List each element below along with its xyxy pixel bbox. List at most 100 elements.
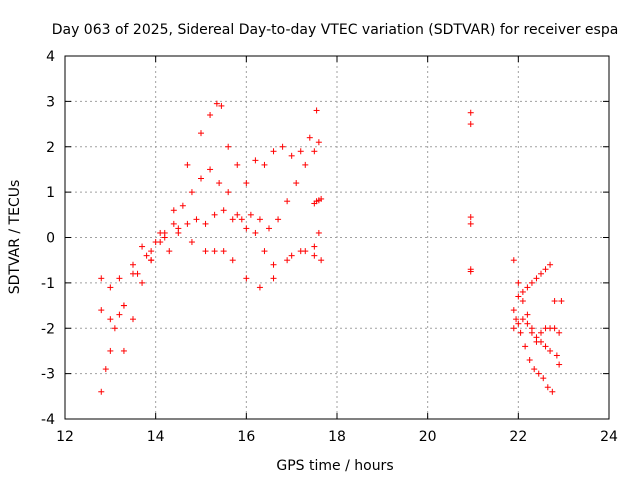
data-point (243, 225, 250, 232)
data-point (467, 214, 474, 221)
data-point (522, 343, 529, 350)
grid-lines (65, 56, 609, 419)
data-point (193, 216, 200, 223)
data-point (243, 275, 250, 282)
data-point (513, 316, 520, 323)
data-point (261, 248, 268, 255)
x-tick-label: 14 (147, 429, 165, 445)
data-point (311, 243, 318, 250)
data-point (252, 229, 259, 236)
data-point (542, 266, 549, 273)
data-point (311, 148, 318, 155)
data-point (130, 316, 136, 323)
data-point (261, 161, 268, 168)
data-point (148, 257, 155, 264)
x-tick-label: 24 (600, 429, 618, 445)
data-point (213, 100, 220, 107)
x-axis-label: GPS time / hours (276, 458, 393, 474)
data-point (556, 361, 563, 368)
data-point (202, 220, 209, 227)
data-point (519, 288, 526, 295)
data-point (275, 216, 282, 223)
y-tick-label: -4 (41, 412, 55, 428)
x-tick-label: 12 (56, 429, 74, 445)
data-point (515, 293, 522, 300)
data-point (198, 175, 204, 182)
data-point (270, 275, 277, 282)
data-point (540, 375, 547, 382)
chart-title: Day 063 of 2025, Sidereal Day-to-day VTE… (52, 22, 619, 38)
data-point (542, 343, 549, 350)
data-point (510, 307, 517, 314)
data-point (170, 207, 177, 214)
data-point (284, 257, 291, 264)
data-point (111, 325, 118, 332)
data-point (247, 211, 254, 218)
data-point (207, 111, 214, 118)
data-point (266, 225, 272, 232)
data-point (234, 161, 241, 168)
x-tick-labels: 12 14 16 18 20 22 24 (56, 429, 618, 445)
data-point (467, 268, 474, 275)
data-point (524, 311, 531, 318)
data-point (544, 384, 551, 391)
data-point (211, 248, 218, 255)
data-point (107, 316, 114, 323)
data-point (184, 161, 191, 168)
data-point (116, 311, 123, 318)
data-point (170, 220, 177, 227)
data-point (161, 229, 168, 236)
data-point (524, 284, 531, 291)
data-point (533, 338, 540, 345)
data-point (311, 252, 318, 259)
data-point (198, 130, 204, 137)
data-point (533, 275, 540, 282)
data-point (202, 248, 209, 255)
data-point (538, 270, 544, 277)
data-point (515, 320, 522, 327)
data-point (229, 257, 236, 264)
data-point (175, 225, 182, 232)
y-tick-labels: -4 -3 -2 -1 0 1 2 3 4 (41, 49, 55, 428)
data-point (120, 347, 127, 354)
y-tick-label: 2 (46, 140, 55, 156)
y-tick-label: -2 (41, 321, 55, 337)
data-point (220, 207, 227, 214)
data-point (188, 189, 195, 196)
data-point (467, 220, 474, 227)
data-point (547, 261, 554, 268)
data-point (526, 357, 533, 364)
data-point (152, 239, 159, 246)
x-tick-label: 22 (509, 429, 527, 445)
data-point (306, 134, 313, 141)
data-point (535, 370, 542, 377)
data-point (184, 220, 191, 227)
data-point (551, 325, 558, 332)
data-point (252, 157, 259, 164)
y-tick-label: 1 (46, 185, 55, 201)
data-point (143, 252, 150, 259)
data-point (225, 189, 232, 196)
y-tick-label: 3 (46, 94, 55, 110)
data-point (467, 121, 474, 128)
data-point (256, 216, 263, 223)
data-point (229, 216, 236, 223)
data-point (102, 366, 109, 373)
x-tick-label: 20 (419, 429, 437, 445)
data-point (130, 270, 136, 277)
data-point (166, 248, 173, 255)
data-point (139, 243, 146, 250)
data-point (524, 320, 531, 327)
data-point (288, 152, 295, 159)
data-point (148, 248, 155, 255)
data-point (528, 279, 535, 286)
data-point (558, 298, 565, 305)
data-point (519, 298, 526, 305)
data-point (515, 279, 522, 286)
data-point (211, 211, 218, 218)
data-point (297, 148, 304, 155)
data-point (220, 248, 227, 255)
data-point (225, 143, 232, 150)
data-point (519, 316, 526, 323)
